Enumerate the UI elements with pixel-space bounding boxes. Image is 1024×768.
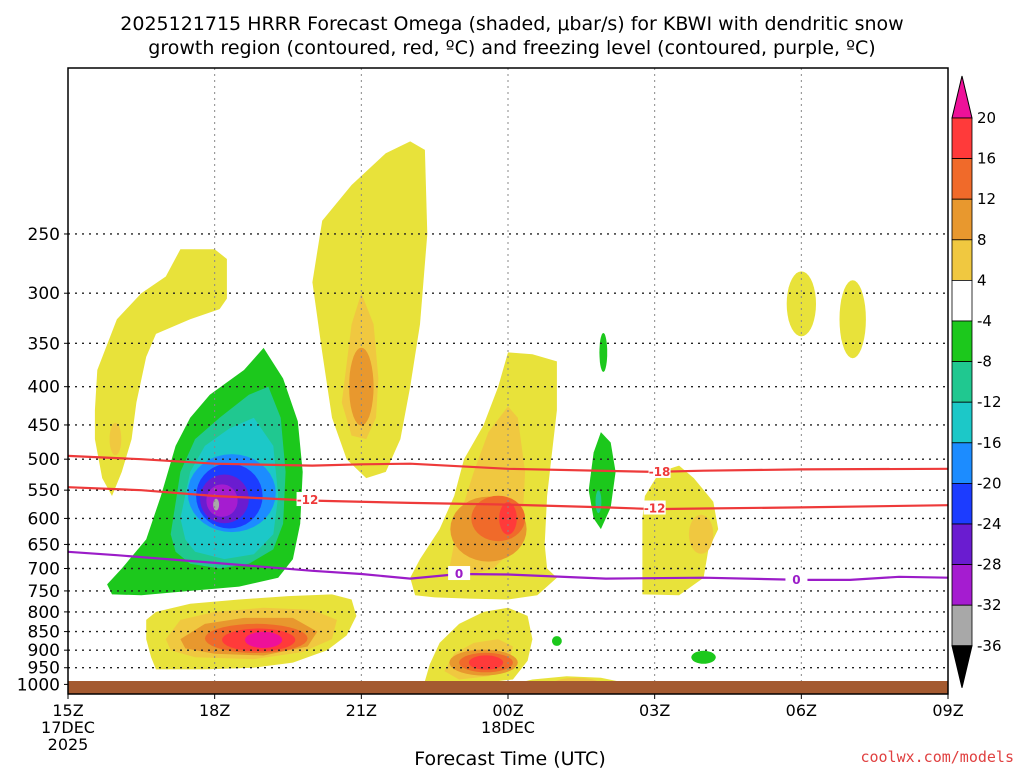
contour-2 [67,550,949,581]
colorbar-label-4: 4 [977,271,987,289]
contour-label-bg [448,566,471,581]
y-tick-label-850: 850 [28,623,60,643]
contour-label-bg [648,463,671,478]
x-tick-label-21Z: 21Z [346,701,377,720]
colorbar-label-20: 20 [977,109,996,127]
contour-label: 0 [792,573,800,587]
colorbar-bin--12_-8 [951,361,973,403]
colorbar-bin-8_12 [951,198,973,241]
omega-region-upper-middle [312,141,428,479]
colorbar-bin--8_-4 [951,320,973,362]
title-line-2: growth region (contoured, red, ºC) and f… [148,37,875,59]
y-tick-label-800: 800 [28,603,60,623]
x-tick-label-2025: 2025 [48,735,89,754]
colorbar-label--4: -4 [977,312,992,330]
omega-region-lower-left-max [245,631,283,648]
y-tick-label-350: 350 [28,334,60,354]
colorbar-bin--4_4 [951,279,973,322]
contour-label-bg [785,571,808,586]
axes: 2503003504004505005506006507007508008509… [17,67,964,754]
x-tick-label-18Z: 18Z [199,701,230,720]
x-tick-label-06Z: 06Z [786,701,817,720]
colorbar-label--20: -20 [977,474,1002,492]
x-axis-label: Forecast Time (UTC) [414,748,605,768]
contour-label: -18 [649,465,671,479]
contour-label: -12 [297,493,319,507]
colorbar-label-8: 8 [977,231,987,249]
credit-text: coolwx.com/models [860,748,1014,766]
colorbar-bin--16_-12 [951,401,973,444]
colorbar-label--36: -36 [977,637,1002,655]
y-tick-label-650: 650 [28,535,60,555]
contour-1 [67,454,949,474]
colorbar-label--28: -28 [977,556,1002,574]
y-tick-label-750: 750 [28,582,60,602]
colorbar: 20 16 12 8 4 -4 -8 -12 -16 -20 -24 -28 -32 -36 [951,75,1002,688]
omega-region-right [642,465,719,596]
x-tick-label-09Z: 09Z [932,701,963,720]
y-tick-label-700: 700 [28,560,60,580]
contour-label: -12 [644,502,666,516]
plot-area [94,141,866,691]
colorbar-bin-4_8 [951,239,973,281]
y-tick-label-1000: 1000 [17,675,60,695]
x-tick-label-18DEC: 18DEC [481,718,535,737]
contour-label-bg [296,492,319,507]
contour-0 [67,486,949,511]
colorbar-bin-16_20 [951,117,973,159]
omega-region-upper-right-b [839,280,866,359]
y-tick-label-900: 900 [28,641,60,661]
contour-label: 0 [455,567,463,581]
title-line-1: 2025121715 HRRR Forecast Omega (shaded, … [120,13,903,35]
colorbar-bin--36_-32 [951,604,973,647]
y-tick-label-400: 400 [28,378,60,398]
gridlines [67,68,949,694]
omega-region-thin-ascent [588,432,616,530]
x-tick-label-15Z: 15Z [52,701,83,720]
y-tick-label-600: 600 [28,509,60,529]
y-tick-label-500: 500 [28,450,60,470]
omega-region-right-y4 [688,514,714,554]
temperature-contours: -12 -12 -18 0 0 [67,454,949,587]
colorbar-label--8: -8 [977,353,992,371]
omega-region-lower-central-r16 [468,655,504,670]
x-tick-label-03Z: 03Z [639,701,670,720]
colorbar-bin--20_-16 [951,442,973,484]
omega-region-ascent-p28 [206,484,238,517]
omega-region-small-ascent [552,636,562,646]
colorbar-bin--28_-24 [951,523,973,565]
x-tick-label-00Z: 00Z [492,701,523,720]
colorbar-bin--32_-28 [951,564,973,606]
colorbar-bottom-arrow [951,645,973,688]
ground-strip [68,681,948,694]
chart-title: 2025121715 HRRR Forecast Omega (shaded, … [120,13,903,59]
omega-region-upper-left [94,249,227,496]
y-tick-label-450: 450 [28,416,60,436]
ground-surface [68,681,948,694]
colorbar-label-16: 16 [977,150,996,168]
colorbar-label--16: -16 [977,434,1002,452]
omega-region-thin-ascent-inner [595,490,602,514]
omega-region-upper-left-inner [109,422,122,456]
colorbar-label--24: -24 [977,515,1002,533]
omega-region-upper-ascent [599,333,608,372]
x-tick-label-17DEC: 17DEC [41,718,95,737]
y-tick-label-950: 950 [28,659,60,679]
y-tick-label-300: 300 [28,284,60,304]
contour-label-bg [643,500,666,515]
colorbar-top-arrow [951,75,973,119]
y-tick-label-550: 550 [28,481,60,501]
colorbar-label-12: 12 [977,190,996,208]
y-tick-label-250: 250 [28,225,60,245]
colorbar-label--32: -32 [977,596,1002,614]
colorbar-label--12: -12 [977,393,1002,411]
omega-region-low-ascent [691,650,716,664]
colorbar-bin-12_16 [951,158,973,200]
colorbar-bin--24_-20 [951,482,973,525]
